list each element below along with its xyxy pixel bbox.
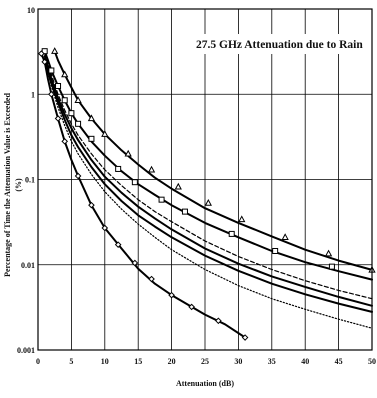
x-tick-label: 45 [335,357,343,366]
series-line-2 [43,50,373,281]
chart-title: 27.5 GHz Attenuation due to Rain [196,39,363,51]
series-1-triangle-marker [124,149,132,157]
y-tick-label: 0.01 [21,261,35,270]
series-7-diamond-marker [38,50,45,57]
series-line-4 [43,55,373,307]
series-1-triangle-marker [204,198,212,206]
series-1-triangle-marker [74,96,82,103]
x-tick-label: 30 [234,357,242,366]
series-line-1 [53,50,373,271]
series-7-diamond-marker [88,201,95,209]
y-tick-label: 0.001 [17,346,35,355]
series-7-diamond-marker [114,241,122,248]
series-2-square-marker [228,230,235,237]
series-2-square-marker [158,196,165,203]
x-tick-label: 5 [69,357,73,366]
series-7-diamond-marker [215,317,222,325]
plot-frame [37,8,373,351]
series-7-diamond-marker [168,291,175,299]
series-2-square-marker [68,110,75,117]
series-1-triangle-marker [61,70,69,78]
series-7-diamond-marker [61,138,69,145]
series-7-diamond-marker [131,259,139,267]
x-tick-label: 10 [101,357,109,366]
y-tick-labels: 10 1 0.1 0.01 0.001 [17,6,35,355]
series-7-diamond-marker [188,303,195,311]
series-2-square-marker [131,179,138,186]
x-tick-label: 35 [268,357,276,366]
series-line-6 [44,59,373,329]
series-1-triangle-marker [324,249,333,257]
series-2-square-marker [48,67,55,74]
series-2-square-marker [181,208,188,215]
x-tick-label: 20 [168,357,176,366]
series-1-triangle-marker [147,165,156,173]
series-2-square-marker [61,97,68,104]
y-tick-label: 10 [27,6,35,15]
title-background [193,34,339,54]
y-axis-title: Percentage of Time the Attenuation Value… [3,93,12,277]
x-tick-label: 40 [301,357,309,366]
series-7-diamond-marker [148,275,155,283]
markers-layer [38,47,376,341]
series-7-diamond-marker [74,172,82,180]
series-2-square-marker [272,247,279,254]
x-tick-label: 15 [134,357,142,366]
series-7-diamond-marker [101,224,109,232]
y-tick-label: 0.1 [25,176,35,185]
series-2-square-marker [115,165,122,172]
series-7-diamond-marker [41,58,48,66]
x-tick-labels: 0 5 10 15 20 25 30 35 40 45 50 [36,357,376,366]
series-2-square-marker [328,263,335,270]
y-axis-title-unit: (%) [14,178,23,192]
series-line-3 [44,53,373,300]
series-1-triangle-marker [51,47,59,54]
series-1-triangle-marker [281,233,289,240]
series-7-diamond-marker [48,90,55,98]
series-7-diamond-marker [241,334,249,341]
series-1-triangle-marker [174,182,182,190]
series-2-square-marker [75,120,82,127]
series-1-triangle-marker [238,215,246,223]
series-1-triangle-marker [87,114,96,122]
series-line-5 [43,57,373,313]
series-7-diamond-marker [54,115,62,122]
series-1-triangle-marker [101,130,109,137]
series-line-7 [40,52,247,339]
x-tick-label: 25 [201,357,209,366]
x-axis-title: Attenuation (dB) [176,379,234,388]
x-tick-label: 0 [36,357,40,366]
series-2-square-marker [88,135,95,142]
series-2-square-marker [55,82,62,89]
x-tick-label: 50 [368,357,376,366]
y-tick-label: 1 [31,90,35,99]
